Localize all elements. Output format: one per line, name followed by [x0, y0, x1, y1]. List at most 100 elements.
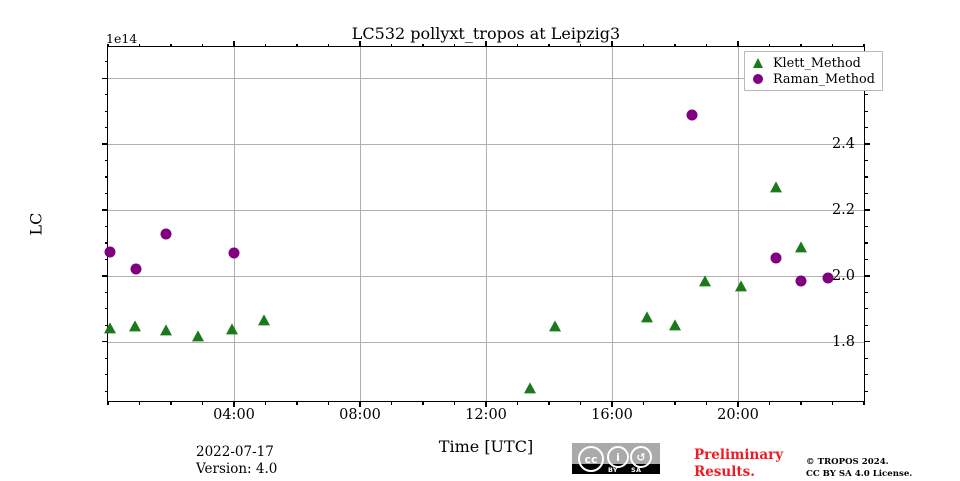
x-axis-minor-tick — [453, 401, 456, 405]
x-axis-minor-tick — [453, 43, 456, 47]
preliminary-line-1: Preliminary — [694, 447, 784, 463]
x-axis-tick — [737, 41, 739, 47]
x-axis-minor-tick — [327, 401, 330, 405]
y-axis-minor-tick — [864, 242, 868, 244]
x-axis-tick — [359, 41, 361, 47]
x-axis-minor-tick — [107, 43, 109, 47]
circle-marker-icon — [750, 74, 766, 84]
cc-by-icon: i — [607, 446, 629, 468]
data-point-klett-method — [769, 181, 782, 193]
y-axis-minor-tick — [104, 94, 108, 96]
gridline-vertical — [738, 47, 739, 401]
y-axis-minor-tick — [104, 225, 108, 228]
y-axis-minor-tick — [104, 61, 108, 63]
x-axis-minor-tick — [705, 43, 708, 47]
x-axis-minor-tick — [642, 43, 645, 47]
y-axis-label: LC — [26, 212, 46, 236]
preliminary-results-notice: Preliminary Results. — [694, 447, 783, 481]
y-axis-minor-tick — [864, 291, 868, 293]
x-axis-minor-tick — [138, 43, 141, 47]
y-axis-minor-tick — [104, 176, 108, 178]
y-axis-tick — [102, 77, 108, 79]
y-axis-minor-tick — [864, 160, 868, 162]
y-axis-minor-tick — [864, 192, 868, 195]
y-axis-minor-tick — [104, 242, 108, 244]
cc-sa-label: SA — [631, 466, 642, 474]
data-point-raman-method — [130, 263, 142, 275]
y-axis-minor-tick — [864, 258, 868, 260]
x-axis-minor-tick — [296, 43, 298, 47]
x-axis-minor-tick — [107, 401, 109, 405]
x-axis-minor-tick — [327, 43, 330, 47]
x-axis-minor-tick — [422, 401, 424, 405]
gridline-vertical — [612, 47, 613, 401]
x-axis-minor-tick — [138, 401, 141, 405]
x-axis-minor-tick — [831, 401, 834, 405]
y-axis-tick — [864, 341, 870, 343]
gridline-vertical — [360, 47, 361, 401]
y-axis-tick-label: 2.2 — [831, 202, 855, 218]
x-axis-tick-label: 04:00 — [213, 407, 255, 423]
x-axis-tick — [485, 401, 487, 407]
gridline-vertical — [234, 47, 235, 401]
data-point-raman-method — [228, 247, 240, 259]
y-axis-minor-tick — [104, 258, 108, 260]
y-axis-tick — [102, 275, 108, 277]
x-axis-minor-tick — [674, 401, 676, 405]
x-axis-minor-tick — [548, 401, 550, 405]
triangle-marker-icon — [750, 58, 766, 68]
data-point-klett-method — [257, 314, 270, 326]
x-axis-tick — [611, 41, 613, 47]
data-point-raman-method — [770, 252, 782, 264]
y-axis-minor-tick — [104, 291, 108, 293]
data-point-klett-method — [698, 275, 711, 287]
y-axis-minor-tick — [864, 374, 868, 376]
x-axis-tick — [359, 401, 361, 407]
y-axis-minor-tick — [864, 225, 868, 228]
cc-by-label: BY — [608, 466, 618, 474]
x-axis-minor-tick — [705, 401, 708, 405]
y-axis-minor-tick — [864, 357, 868, 359]
y-axis-minor-tick — [864, 390, 868, 392]
y-axis-tick — [102, 341, 108, 343]
y-axis-minor-tick — [864, 110, 868, 112]
data-point-klett-method — [103, 322, 116, 334]
x-axis-tick — [233, 41, 235, 47]
data-point-klett-method — [524, 382, 537, 394]
y-axis-minor-tick — [864, 176, 868, 178]
copyright-block: © TROPOS 2024. CC BY SA 4.0 License. — [806, 456, 912, 481]
data-point-raman-method — [686, 109, 698, 121]
x-axis-minor-tick — [579, 43, 582, 47]
legend-item-raman: Raman_Method — [750, 71, 875, 87]
x-axis-minor-tick — [800, 401, 802, 405]
y-axis-minor-tick — [104, 390, 108, 392]
x-axis-minor-tick — [516, 43, 519, 47]
x-axis-minor-tick — [170, 43, 172, 47]
y-axis-minor-tick — [864, 94, 868, 96]
x-axis-minor-tick — [201, 401, 204, 405]
x-axis-minor-tick — [863, 43, 865, 47]
y-axis-minor-tick — [864, 127, 868, 129]
copyright-line-1: © TROPOS 2024. — [806, 457, 889, 467]
y-axis-tick-label: 2.4 — [831, 136, 855, 153]
x-axis-minor-tick — [390, 43, 393, 47]
y-axis-minor-tick — [104, 160, 108, 162]
y-axis-minor-tick — [104, 192, 108, 195]
x-axis-minor-tick — [296, 401, 298, 405]
y-axis-tick-label: 1.8 — [831, 333, 855, 350]
data-point-klett-method — [226, 323, 239, 335]
version-text: Version: 4.0 — [196, 461, 278, 478]
measurement-date: 2022-07-17 — [196, 444, 274, 460]
data-point-klett-method — [795, 241, 807, 253]
cc-icon: cc — [578, 446, 604, 472]
y-axis-tick-label: 2.0 — [831, 267, 855, 284]
data-point-klett-method — [549, 320, 562, 332]
data-point-raman-method — [822, 272, 834, 283]
y-axis-minor-tick — [864, 324, 868, 326]
data-point-klett-method — [735, 280, 748, 292]
x-axis-minor-tick — [579, 401, 582, 405]
y-axis-tick — [864, 143, 870, 145]
x-axis-minor-tick — [768, 43, 771, 47]
x-axis-minor-tick — [768, 401, 771, 405]
legend-label-raman: Raman_Method — [773, 71, 875, 87]
